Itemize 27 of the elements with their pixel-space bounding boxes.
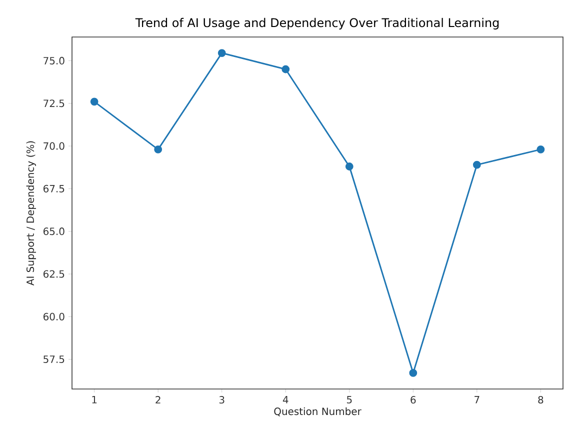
x-tick-label: 4 — [282, 396, 288, 404]
point — [90, 98, 98, 106]
y-tick-label: 62.5 — [44, 270, 64, 278]
y-tick-label: 72.5 — [44, 100, 64, 108]
y-axis-title: AI Support / Dependency (%) — [26, 141, 36, 286]
y-tick-label: 60.0 — [44, 312, 64, 320]
y-tick-label: 65.0 — [44, 228, 64, 236]
point — [409, 369, 418, 377]
y-tick-label: 70.0 — [44, 142, 64, 150]
x-tick-label: 2 — [156, 396, 160, 404]
x-tick-label: 3 — [219, 396, 224, 404]
point — [472, 160, 481, 169]
point — [154, 145, 162, 154]
x-axis-title: Question Number — [274, 407, 362, 416]
point — [345, 162, 354, 170]
chart-title: Trend of AI Usage and Dependency Over Traditional Learning — [135, 18, 499, 30]
x-tick-label: 7 — [474, 396, 480, 404]
y-tick-label: 67.5 — [44, 184, 64, 192]
y-tick-label: 57.5 — [44, 356, 64, 364]
x-tick-label: 1 — [92, 396, 97, 404]
point — [282, 65, 290, 74]
point — [536, 145, 545, 154]
x-tick-label: 6 — [410, 396, 416, 404]
y-tick-label: 75.0 — [44, 56, 64, 64]
x-tick-label: 8 — [538, 396, 544, 404]
point — [218, 49, 226, 57]
x-tick-label: 5 — [346, 396, 352, 404]
